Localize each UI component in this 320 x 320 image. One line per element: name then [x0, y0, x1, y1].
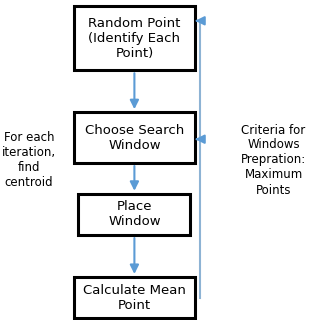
- Bar: [74, 112, 195, 163]
- Bar: [78, 194, 190, 235]
- Text: Random Point
(Identify Each
Point): Random Point (Identify Each Point): [88, 17, 180, 60]
- Bar: [74, 277, 195, 318]
- Text: Place
Window: Place Window: [108, 200, 161, 228]
- Text: Criteria for
Windows
Prepration:
Maximum
Points: Criteria for Windows Prepration: Maximum…: [241, 124, 306, 196]
- Bar: [74, 6, 195, 70]
- Text: For each
iteration,
find
centroid: For each iteration, find centroid: [2, 131, 56, 189]
- Text: Choose Search
Window: Choose Search Window: [85, 124, 184, 152]
- Text: Calculate Mean
Point: Calculate Mean Point: [83, 284, 186, 312]
